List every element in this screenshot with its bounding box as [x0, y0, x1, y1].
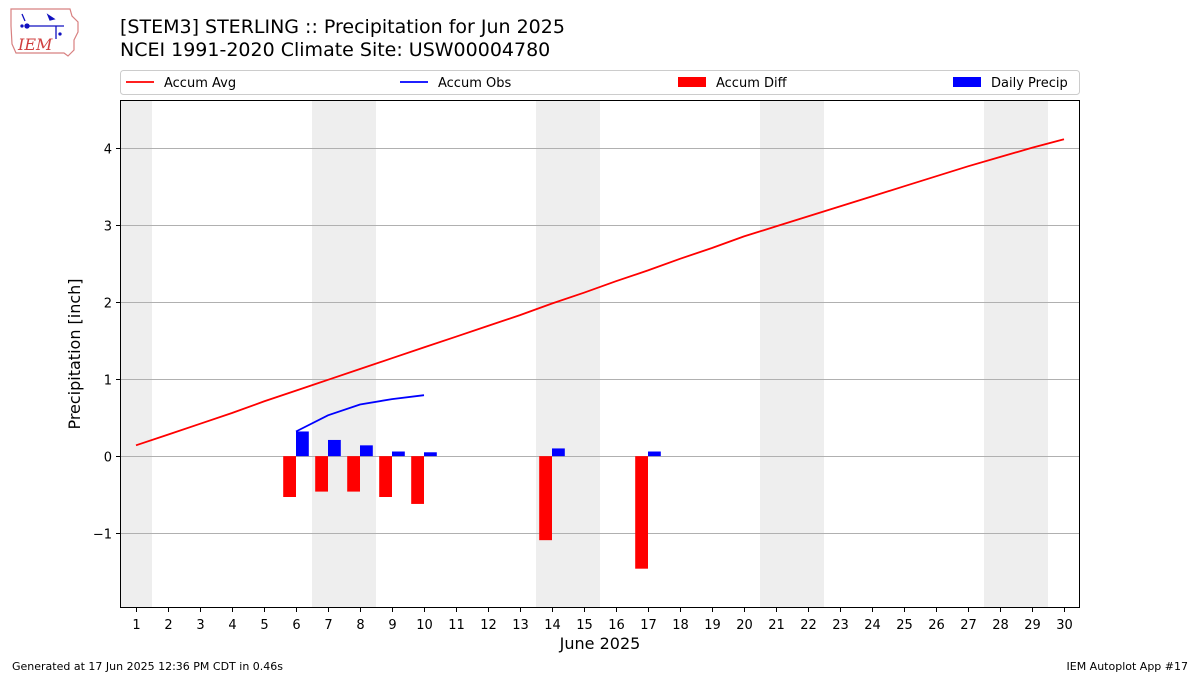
x-tick-label: 1 [132, 618, 140, 633]
weekend-shade [760, 100, 824, 608]
legend-box [120, 70, 1080, 95]
x-tick-label: 10 [416, 618, 433, 633]
x-tick-label: 28 [992, 618, 1009, 633]
iowa-outline-icon [10, 8, 79, 57]
x-tick-label: 18 [672, 618, 689, 633]
accum-diff-bar [379, 456, 392, 497]
daily-precip-bar [392, 451, 405, 457]
x-tick-label: 6 [292, 618, 300, 633]
x-tick-label: 21 [768, 618, 785, 633]
x-tick-label: 11 [448, 618, 465, 633]
x-tick-label: 27 [960, 618, 977, 633]
x-axis-label: June 2025 [559, 634, 641, 653]
x-tick-label: 20 [736, 618, 753, 633]
weekend-shade [984, 100, 1048, 608]
logo-text: IEM [17, 35, 53, 54]
daily-precip-bar [552, 448, 565, 457]
x-tick-label: 15 [576, 618, 593, 633]
plot-frame [120, 100, 1080, 608]
accum-diff-bar [347, 456, 360, 492]
accum-diff-bar [539, 456, 552, 541]
chart-subtitle: NCEI 1991-2020 Climate Site: USW00004780 [120, 39, 551, 61]
y-tick-label: 4 [104, 143, 112, 158]
legend-label: Accum Diff [716, 76, 788, 91]
x-tick-label: 3 [196, 618, 204, 633]
legend-swatch [678, 77, 706, 87]
x-tick-label: 9 [388, 618, 396, 633]
legend-label: Accum Avg [164, 76, 236, 91]
x-tick-label: 16 [608, 618, 625, 633]
y-tick-label: 3 [104, 220, 112, 235]
chart-title: [STEM3] STERLING :: Precipitation for Ju… [120, 16, 565, 38]
accum-diff-bar [283, 456, 296, 497]
x-tick-label: 5 [260, 618, 268, 633]
legend: Accum Avg Accum Obs Accum Diff Daily Precip [120, 70, 1080, 95]
accum-diff-bar [411, 456, 424, 504]
y-tick-label: 0 [104, 451, 112, 466]
x-tick-label: 12 [480, 618, 497, 633]
y-tick-label: −1 [93, 528, 112, 543]
x-tick-label: 2 [164, 618, 172, 633]
y-tick-label: 2 [104, 297, 112, 312]
legend-label: Accum Obs [438, 76, 511, 91]
app-credit: IEM Autoplot App #17 [1066, 660, 1189, 673]
iem-logo: IEM [10, 8, 79, 57]
accum-avg-line [135, 138, 1065, 447]
x-tick-label: 17 [640, 618, 657, 633]
weather-station-icon [20, 13, 64, 39]
x-tick-label: 30 [1056, 618, 1073, 633]
x-tick-label: 29 [1024, 618, 1041, 633]
x-tick-label: 14 [544, 618, 561, 633]
daily-precip-bar [648, 451, 661, 457]
daily-precip-bar [360, 445, 373, 457]
legend-swatch [953, 77, 981, 87]
x-tick-label: 8 [356, 618, 364, 633]
daily-precip-bar [328, 439, 341, 457]
x-tick-label: 4 [228, 618, 236, 633]
y-axis-label: Precipitation [inch] [65, 278, 84, 429]
x-tick-label: 23 [832, 618, 849, 633]
x-tick-label: 7 [324, 618, 332, 633]
x-tick-label: 19 [704, 618, 721, 633]
accum-diff-bar [315, 456, 328, 492]
x-tick-label: 24 [864, 618, 881, 633]
x-tick-label: 22 [800, 618, 817, 633]
x-tick-label: 13 [512, 618, 529, 633]
x-tick-label: 25 [896, 618, 913, 633]
y-tick-label: 1 [104, 374, 112, 389]
accum-diff-bar [635, 456, 648, 569]
daily-precip-bar [424, 452, 437, 457]
weekend-shade [312, 100, 376, 608]
weekend-shade [120, 100, 152, 608]
x-tick-label: 26 [928, 618, 945, 633]
legend-label: Daily Precip [991, 76, 1068, 91]
generated-timestamp: Generated at 17 Jun 2025 12:36 PM CDT in… [12, 660, 284, 673]
accum-obs-line [295, 394, 425, 433]
daily-precip-bar [296, 431, 309, 457]
